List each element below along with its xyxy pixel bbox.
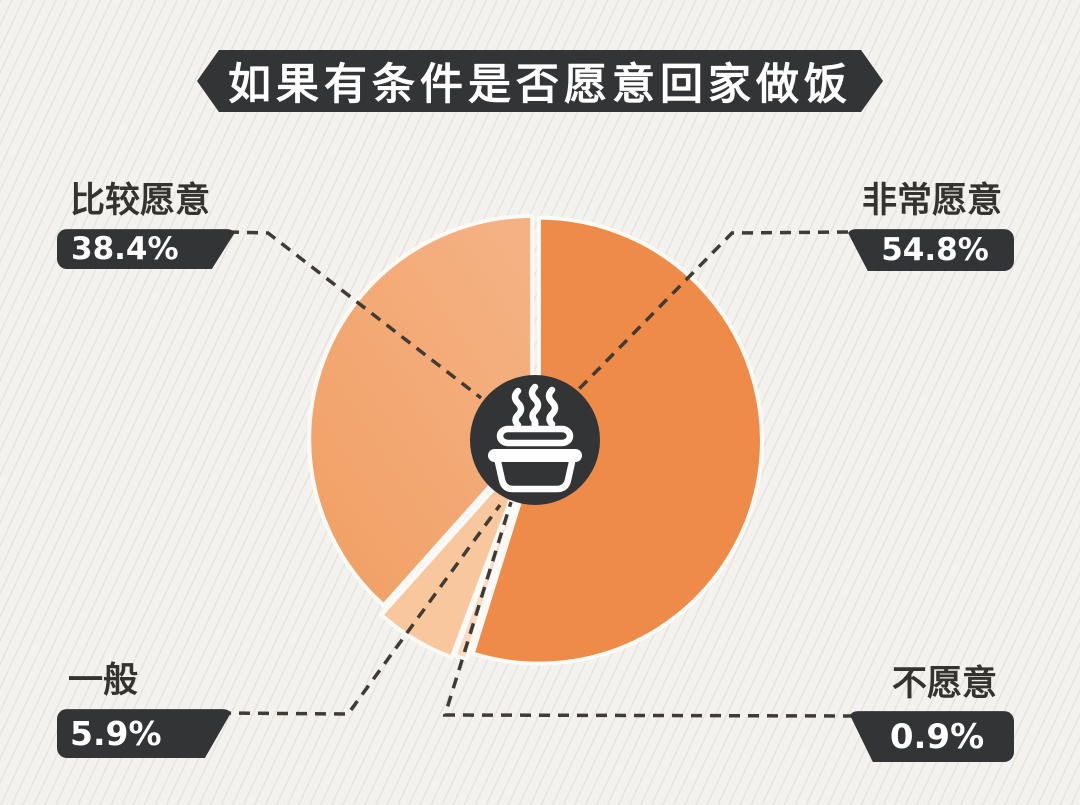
pie-slice-very-willing [470, 215, 764, 666]
value-badge-unwilling: 0.9% [848, 711, 1014, 763]
steaming-pot-icon [488, 383, 582, 493]
leader-line-very-willing [577, 230, 849, 391]
steam-right-icon [545, 386, 559, 428]
value-badge-very-willing: 54.8% [846, 229, 1014, 272]
pie-slice-somewhat-willing [307, 213, 535, 608]
leader-line-somewhat-willing [227, 230, 483, 400]
center-badge [470, 375, 600, 505]
steam-middle-icon [528, 383, 542, 425]
value-badge-somewhat-willing: 38.4% [57, 229, 237, 270]
value-unwilling: 0.9% [889, 716, 985, 757]
chart-title-banner: 如果有条件是否愿意回家做饭 [197, 50, 883, 112]
steam-left-icon [511, 387, 525, 429]
pie-slices [307, 213, 764, 666]
value-somewhat-willing: 38.4% [71, 231, 179, 268]
value-very-willing: 54.8% [881, 232, 989, 269]
callout-somewhat-willing: 比较愿意 38.4% [57, 179, 237, 270]
leader-line-unwilling [442, 501, 855, 718]
callout-label-very-willing: 非常愿意 [862, 181, 1003, 221]
callout-label-neutral: 一般 [68, 661, 139, 701]
callout-unwilling: 不愿意 0.9% [848, 662, 1014, 763]
value-badge-neutral: 5.9% [57, 709, 233, 759]
callout-label-somewhat-willing: 比较愿意 [70, 181, 211, 221]
pot-rim [488, 449, 582, 462]
chart-title: 如果有条件是否愿意回家做饭 [228, 60, 852, 110]
callout-neutral: 一般 5.9% [57, 659, 233, 759]
pie-slice-neutral [379, 446, 532, 660]
leader-lines [219, 230, 855, 718]
value-neutral: 5.9% [70, 714, 162, 754]
callout-label-unwilling: 不愿意 [892, 664, 998, 704]
leader-line-neutral [219, 503, 502, 716]
pot-lid [496, 425, 574, 447]
pot-body [494, 458, 576, 493]
callout-very-willing: 非常愿意 54.8% [846, 179, 1014, 272]
